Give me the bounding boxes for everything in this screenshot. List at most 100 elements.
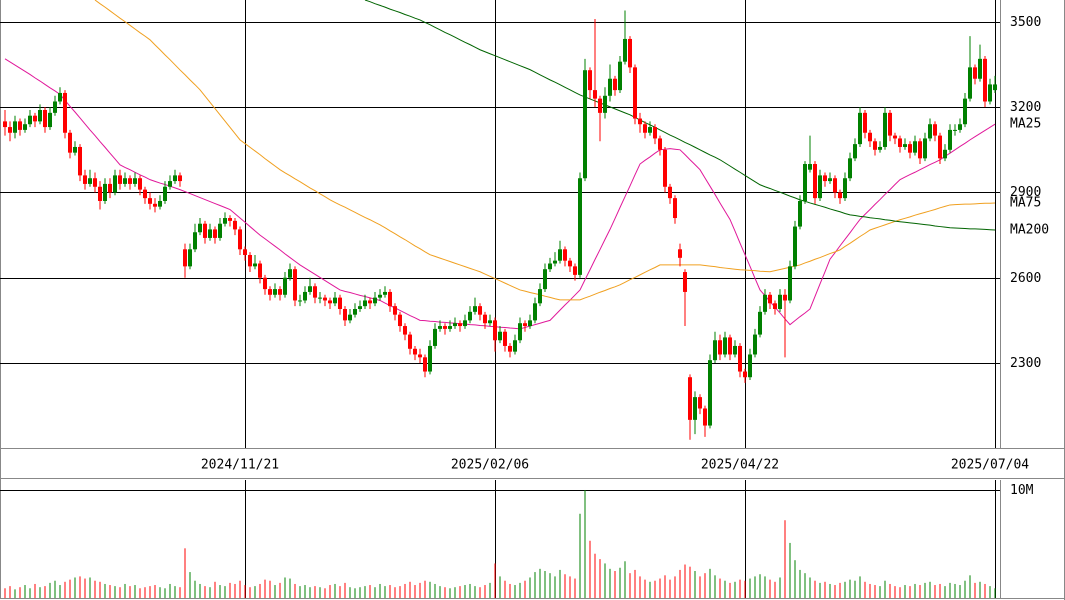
candle-body <box>773 303 777 309</box>
volume-bar <box>169 583 171 598</box>
volume-bar <box>349 587 351 598</box>
legend-label: MA75 <box>1010 195 1041 210</box>
candle-body <box>798 200 802 227</box>
volume-bar <box>514 585 516 598</box>
ma-line <box>364 0 996 231</box>
volume-bar <box>764 576 766 598</box>
candle-body <box>703 408 707 426</box>
candle-body <box>278 289 282 295</box>
volume-bar <box>824 581 826 598</box>
volume-bar <box>224 586 226 598</box>
volume-bar <box>844 581 846 598</box>
candle-body <box>898 138 902 147</box>
candle-body <box>303 291 307 301</box>
candle-body <box>968 67 972 99</box>
candle-body <box>813 164 817 199</box>
volume-bar <box>789 542 791 598</box>
candle-body <box>853 144 857 159</box>
volume-bar <box>544 570 546 598</box>
volume-bar <box>779 577 781 598</box>
volume-bar <box>9 586 11 598</box>
volume-bar <box>849 579 851 598</box>
candle-body <box>893 135 897 139</box>
candle-body <box>388 291 392 307</box>
candle-body <box>398 314 402 327</box>
candle-body <box>833 178 837 193</box>
volume-bar <box>834 585 836 598</box>
candle-body <box>203 223 207 238</box>
volume-bar <box>439 586 441 598</box>
volume-bar <box>494 563 496 598</box>
candle-body <box>188 249 192 267</box>
volume-bar <box>754 576 756 598</box>
volume-bar <box>474 586 476 598</box>
volume-bar <box>304 585 306 598</box>
volume-bar <box>189 572 191 598</box>
candle-body <box>333 297 337 304</box>
legend-label: MA25 <box>1010 117 1041 132</box>
volume-bar <box>404 583 406 598</box>
volume-bar <box>919 585 921 598</box>
volume-bar <box>324 588 326 598</box>
volume-bar <box>299 586 301 598</box>
candle-body <box>863 112 867 133</box>
candle-body <box>473 306 477 312</box>
volume-bar <box>59 585 61 598</box>
volume-bar <box>529 577 531 598</box>
volume-bar <box>884 580 886 598</box>
candle-body <box>743 371 747 378</box>
volume-bar <box>69 579 71 598</box>
volume-bar <box>589 540 591 598</box>
candle-body <box>343 308 347 321</box>
volume-bar <box>24 585 26 598</box>
candle-body <box>608 78 612 96</box>
candle-body <box>373 297 377 304</box>
volume-bar <box>4 588 6 598</box>
volume-bar <box>194 580 196 598</box>
candle-body <box>793 226 797 267</box>
volume-bar <box>684 564 686 598</box>
candle-body <box>518 323 522 341</box>
candle-body <box>423 357 427 372</box>
volume-bar <box>614 570 616 598</box>
volume-bar <box>434 583 436 598</box>
candle-body <box>28 115 32 125</box>
volume-bar <box>109 585 111 598</box>
candle-body <box>248 254 252 267</box>
volume-bar <box>769 579 771 598</box>
volume-bar <box>974 582 976 598</box>
candle-body <box>943 149 947 159</box>
candle-body <box>553 260 557 264</box>
volume-bar <box>669 579 671 598</box>
volume-bar <box>864 581 866 598</box>
candle-body <box>938 135 942 159</box>
candle-body <box>503 331 507 346</box>
candle-body <box>623 38 627 62</box>
candle-body <box>93 178 97 187</box>
volume-bar <box>939 583 941 598</box>
candle-body <box>58 92 62 102</box>
volume-bar <box>809 577 811 598</box>
volume-bar <box>609 568 611 598</box>
volume-bar <box>574 578 576 598</box>
volume-bar <box>599 559 601 598</box>
candle-body <box>488 320 492 324</box>
candle-body <box>218 223 222 238</box>
candle-body <box>523 323 527 327</box>
candle-body <box>713 340 717 361</box>
volume-bar <box>384 586 386 598</box>
candle-body <box>948 129 952 150</box>
volume-bar <box>89 577 91 598</box>
candle-body <box>153 203 157 207</box>
volume-bar <box>149 586 151 598</box>
candle-body <box>283 277 287 295</box>
candle-body <box>143 189 147 199</box>
volume-bar <box>234 583 236 598</box>
candle-body <box>263 277 267 290</box>
volume-bar <box>309 587 311 598</box>
candle-body <box>668 186 672 199</box>
candle-body <box>43 110 47 128</box>
ma-line <box>94 0 996 301</box>
volume-bar <box>714 575 716 598</box>
candle-body <box>453 323 457 327</box>
